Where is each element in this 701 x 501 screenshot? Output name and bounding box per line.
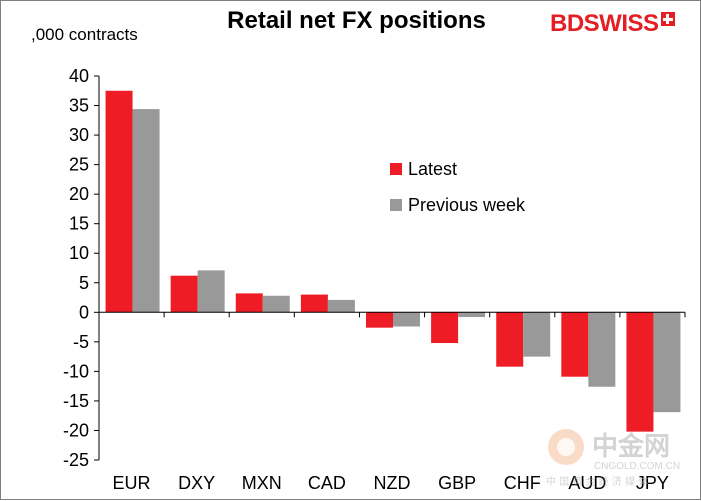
y-tick-label: 15 — [69, 214, 89, 234]
cngold-watermark: 中金网 CNGOLD.COM.CN 中 国 黄 金 经 济 媒 体 — [546, 429, 680, 488]
legend-label-latest: Latest — [408, 158, 458, 179]
bar-previous-week-aud — [588, 312, 616, 387]
x-tick-label-aud: AUD — [568, 473, 606, 493]
y-tick-label: -10 — [63, 361, 89, 381]
legend-swatch-latest — [390, 163, 402, 175]
y-tick-label: 30 — [69, 125, 89, 145]
y-tick-label: -15 — [63, 391, 89, 411]
bar-latest-aud — [561, 312, 589, 377]
x-tick-label-chf: CHF — [504, 473, 541, 493]
y-tick-label: 20 — [69, 184, 89, 204]
x-tick-label-nzd: NZD — [374, 473, 411, 493]
x-tick-label-cad: CAD — [308, 473, 346, 493]
y-tick-label: -20 — [63, 420, 89, 440]
y-tick-label: 35 — [69, 96, 89, 116]
bar-previous-week-chf — [523, 312, 551, 357]
y-tick-label: 10 — [69, 243, 89, 263]
y-tick-label: -5 — [73, 332, 89, 352]
bar-previous-week-cad — [327, 299, 355, 313]
bdswiss-logo: BD SWISS — [550, 10, 675, 38]
swiss-flag-icon — [660, 12, 675, 26]
bar-latest-jpy — [626, 312, 654, 432]
bar-previous-week-eur — [132, 109, 160, 313]
bar-latest-dxy — [170, 275, 198, 313]
y-tick-label: 40 — [69, 66, 89, 86]
y-axis-unit-label: ,000 contracts — [31, 25, 138, 44]
bar-latest-chf — [496, 312, 524, 367]
bar-previous-week-dxy — [197, 270, 225, 313]
y-tick-label: 0 — [79, 302, 89, 322]
legend-item-latest: Latest — [390, 151, 525, 187]
bar-latest-nzd — [366, 312, 393, 328]
bar-latest-gbp — [431, 312, 459, 344]
bar-previous-week-mxn — [262, 295, 290, 313]
x-tick-label-dxy: DXY — [178, 473, 215, 493]
y-tick-label: 5 — [79, 273, 89, 293]
x-tick-label-eur: EUR — [113, 473, 151, 493]
legend-swatch-previous-week — [390, 199, 402, 211]
bar-previous-week-nzd — [393, 312, 420, 327]
bar-previous-week-gbp — [458, 312, 486, 318]
brand-swiss: SWISS — [583, 10, 659, 37]
x-tick-label-mxn: MXN — [242, 473, 282, 493]
chart-title: Retail net FX positions — [227, 7, 486, 34]
watermark-subtitle: 中 国 黄 金 经 济 媒 体 — [546, 475, 648, 488]
chart-legend: Latest Previous week — [390, 151, 525, 223]
bar-latest-cad — [300, 294, 328, 313]
x-tick-label-jpy: JPY — [636, 473, 669, 493]
brand-bd: BD — [550, 10, 584, 37]
bar-previous-week-jpy — [653, 312, 681, 413]
watermark-name: 中金网 — [592, 431, 670, 462]
watermark-url: CNGOLD.COM.CN — [594, 461, 680, 472]
bar-latest-mxn — [235, 293, 263, 313]
x-tick-label-gbp: GBP — [438, 473, 476, 493]
legend-item-previous-week: Previous week — [390, 187, 525, 223]
y-tick-label: -25 — [63, 450, 89, 470]
bar-latest-eur — [105, 90, 133, 313]
y-tick-label: 25 — [69, 155, 89, 175]
legend-label-previous-week: Previous week — [408, 194, 526, 215]
